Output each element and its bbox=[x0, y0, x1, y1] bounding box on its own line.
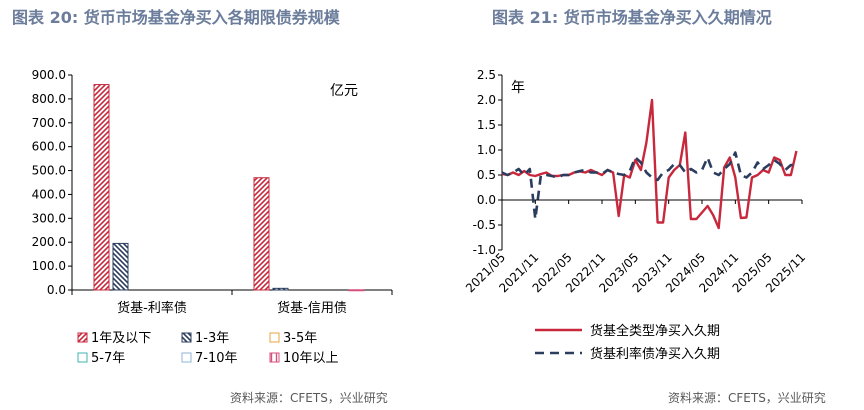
legend-label: 10年以上 bbox=[283, 351, 339, 366]
unit-label: 年 bbox=[511, 80, 525, 96]
bar bbox=[93, 84, 110, 291]
right-figure: 图表 21: 货币市场基金净买入久期情况 -1.0 -0.5 0.0 0.5 1.0 1.… bbox=[432, 0, 864, 410]
series-line-rate-bonds bbox=[501, 151, 797, 221]
legend-label: 货基全类型净买入久期 bbox=[590, 323, 720, 339]
legend-label: 1-3年 bbox=[195, 331, 229, 346]
legend-label: 货基利率债净买入久期 bbox=[590, 346, 720, 362]
y-tick-label: 800.0 bbox=[32, 92, 66, 106]
left-source-note: 资料来源：CFETS，兴业研究 bbox=[230, 391, 388, 405]
legend-swatch bbox=[77, 352, 88, 363]
y-tick-label: 0.0 bbox=[477, 193, 496, 207]
y-tick-label: 0.0 bbox=[47, 283, 66, 297]
legend-label: 3-5年 bbox=[283, 331, 317, 346]
unit-label: 亿元 bbox=[330, 83, 358, 99]
y-tick-label: -0.5 bbox=[473, 218, 496, 232]
legend-swatch bbox=[269, 332, 280, 343]
y-tick-label: 2.0 bbox=[477, 93, 496, 107]
bar bbox=[272, 287, 289, 291]
y-tick-label: 1.5 bbox=[477, 118, 496, 132]
legend-label: 7-10年 bbox=[195, 351, 238, 366]
right-source-note: 资料来源：CFETS，兴业研究 bbox=[668, 391, 826, 405]
y-tick-label: 500.0 bbox=[32, 164, 66, 178]
y-tick-label: 100.0 bbox=[32, 259, 66, 273]
left-figure-title: 图表 20: 货币市场基金净买入各期限债券规模 bbox=[12, 8, 340, 27]
right-figure-title: 图表 21: 货币市场基金净买入久期情况 bbox=[492, 8, 772, 27]
legend-swatch bbox=[77, 332, 88, 343]
bar-chart: 0.0 100.0 200.0 300.0 400.0 500.0 600.0 700.0 80… bbox=[32, 68, 393, 366]
y-tick-label: 700.0 bbox=[32, 116, 66, 130]
y-tick-label: -1.0 bbox=[473, 243, 496, 257]
x-category-label: 货基-利率债 bbox=[117, 300, 187, 316]
y-tick-label: 2.5 bbox=[477, 68, 496, 82]
y-tick-label: 900.0 bbox=[32, 68, 66, 82]
y-tick-label: 200.0 bbox=[32, 235, 66, 249]
series-line-all-types bbox=[501, 98, 798, 230]
x-category-label: 货基-信用债 bbox=[277, 300, 347, 316]
bar bbox=[112, 242, 129, 291]
legend-swatch bbox=[181, 332, 192, 343]
line-chart: -1.0-0.50.00.51.01.52.02.52021/052021/11… bbox=[463, 68, 808, 362]
legend-swatch bbox=[269, 352, 280, 363]
left-figure: 图表 20: 货币市场基金净买入各期限债券规模 0.0 100.0 200.0 300… bbox=[12, 8, 393, 405]
y-tick-label: 300.0 bbox=[32, 211, 66, 225]
y-tick-label: 400.0 bbox=[32, 187, 66, 201]
y-tick-label: 1.0 bbox=[477, 143, 496, 157]
y-tick-label: 0.5 bbox=[477, 168, 496, 182]
bar bbox=[253, 177, 270, 291]
legend-label: 5-7年 bbox=[91, 351, 125, 366]
bar bbox=[348, 289, 365, 292]
y-tick-label: 600.0 bbox=[32, 140, 66, 154]
legend-swatch bbox=[181, 352, 192, 363]
legend-label: 1年及以下 bbox=[91, 331, 151, 346]
